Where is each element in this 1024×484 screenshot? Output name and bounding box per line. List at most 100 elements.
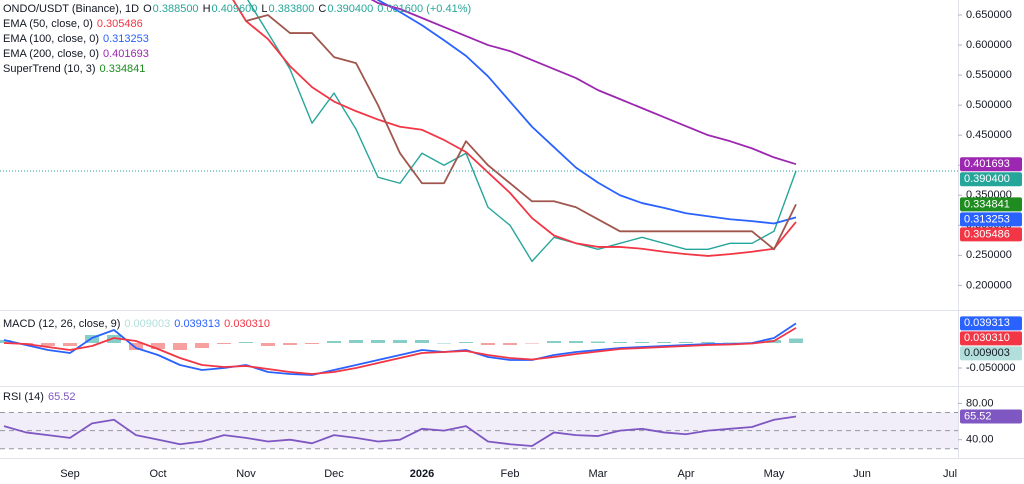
axis-value-box (960, 409, 1022, 424)
histogram-bar (217, 343, 231, 344)
x-tick-label: Jul (943, 468, 957, 480)
legend-name: EMA (200, close, 0) (3, 48, 99, 60)
ohlc-label: O (143, 3, 152, 15)
histogram-bar (437, 343, 451, 344)
axis-value-label: 0.030310 (964, 332, 1010, 344)
ohlc-label: C (318, 3, 327, 15)
x-tick-label: Dec (324, 468, 344, 480)
y-tick-label: 0.500000 (966, 99, 1012, 111)
pane (232, 0, 797, 263)
series-line (3, 327, 797, 375)
legend-value: 0.401693 (103, 48, 149, 60)
axis-value-label: 0.313253 (964, 213, 1010, 225)
legend-row: ONDO/USDT (Binance), 1D O0.388500 H0.40960… (3, 2, 475, 17)
histogram-bar (371, 340, 385, 343)
y-tick-label: 0.450000 (966, 129, 1012, 141)
legend-value: 0.009003 (124, 318, 171, 330)
legend-name: SuperTrend (10, 3) (3, 63, 96, 75)
histogram-bar (195, 343, 209, 348)
histogram-bar (41, 343, 55, 346)
y-tick-label: -0.050000 (966, 362, 1016, 374)
series-line (3, 322, 797, 376)
pane (0, 411, 958, 450)
histogram-bar (415, 340, 429, 343)
x-tick-label: Oct (149, 468, 166, 480)
axis-value-box (960, 212, 1022, 227)
histogram-bar (657, 342, 671, 343)
legend: RSI (14) 65.52 (3, 390, 80, 405)
histogram-bar (591, 341, 605, 343)
legend-value: 65.52 (47, 391, 76, 403)
ohlc-value: 0.383800 (268, 3, 315, 15)
axis-value-label: 65.52 (964, 410, 992, 422)
legend-row: SuperTrend (10, 3) 0.334841 (3, 62, 475, 77)
legend-value: 0.305486 (96, 18, 143, 30)
y-tick-label: 0.250000 (966, 249, 1012, 261)
histogram-bar (239, 342, 253, 343)
legend-row: EMA (200, close, 0) 0.401693 (3, 47, 475, 62)
histogram-bar (129, 343, 143, 350)
y-tick-label: 0.550000 (966, 69, 1012, 81)
legend-title: ONDO/USDT (Binance), 1D (3, 3, 140, 15)
histogram-bar (547, 341, 561, 343)
axis-value-box (960, 157, 1022, 172)
histogram-bar (107, 335, 121, 343)
y-tick-label: 0.200000 (966, 279, 1012, 291)
histogram-bar (503, 343, 517, 345)
legend-name: EMA (100, close, 0) (3, 33, 99, 45)
histogram-bar (525, 343, 539, 344)
histogram-bar (569, 341, 583, 343)
histogram-bar (283, 343, 297, 345)
histogram-bar (327, 341, 341, 343)
series-line (247, 0, 797, 263)
ohlc-value: 0.388500 (152, 3, 199, 15)
legend-row: MACD (12, 26, close, 9) 0.009003 0.039313 0… (3, 317, 274, 332)
axis-value-label: 0.390400 (964, 173, 1010, 185)
histogram-bar (173, 343, 187, 350)
series-line (376, 0, 797, 225)
histogram-bar (701, 342, 715, 343)
legend: ONDO/USDT (Binance), 1D O0.388500 H0.40960… (3, 2, 475, 77)
histogram-bar (261, 343, 275, 346)
histogram-bar (151, 343, 165, 349)
legend-title: MACD (12, 26, close, 9) (3, 318, 121, 330)
legend-value: 0.313253 (103, 33, 149, 45)
axis-value-label: 0.009003 (964, 347, 1010, 359)
ohlc-label: L (261, 3, 268, 15)
ohlc-label: H (202, 3, 211, 15)
legend-title: RSI (14) (3, 391, 44, 403)
histogram-bar (63, 343, 77, 346)
y-tick-label: 40.00 (966, 434, 994, 446)
legend-value: 0.039313 (174, 318, 221, 330)
axis-value-box (960, 227, 1022, 242)
series-line (245, 14, 797, 251)
x-tick-label: Apr (677, 468, 694, 480)
histogram-bar (459, 342, 473, 343)
histogram-bar (613, 342, 627, 343)
x-tick-label: Sep (60, 468, 80, 480)
histogram-bar (723, 342, 737, 343)
legend-row: EMA (100, close, 0) 0.313253 (3, 32, 475, 47)
ohlc-value: 0.409600 (211, 3, 258, 15)
histogram-bar (393, 340, 407, 343)
axis-value-label: 0.039313 (964, 317, 1010, 329)
axis-value-box (960, 346, 1022, 361)
histogram-bar (349, 340, 363, 343)
x-tick-label: Nov (236, 468, 256, 480)
x-tick-label: Mar (589, 468, 608, 480)
histogram-bar (0, 340, 11, 343)
histogram-bar (305, 343, 319, 344)
y-tick-label: 0.600000 (966, 39, 1012, 51)
x-tick-label: 2026 (410, 468, 434, 480)
series-line (3, 415, 797, 447)
histogram-bar (481, 343, 495, 345)
x-tick-label: May (764, 468, 785, 480)
histogram-bar (789, 338, 803, 343)
histogram-bar (679, 342, 693, 343)
price-change: 0.001600 (+0.41%) (377, 3, 472, 15)
series-line (370, 0, 797, 166)
axis-value-label: 0.305486 (964, 228, 1010, 240)
axis-value-box (960, 316, 1022, 331)
